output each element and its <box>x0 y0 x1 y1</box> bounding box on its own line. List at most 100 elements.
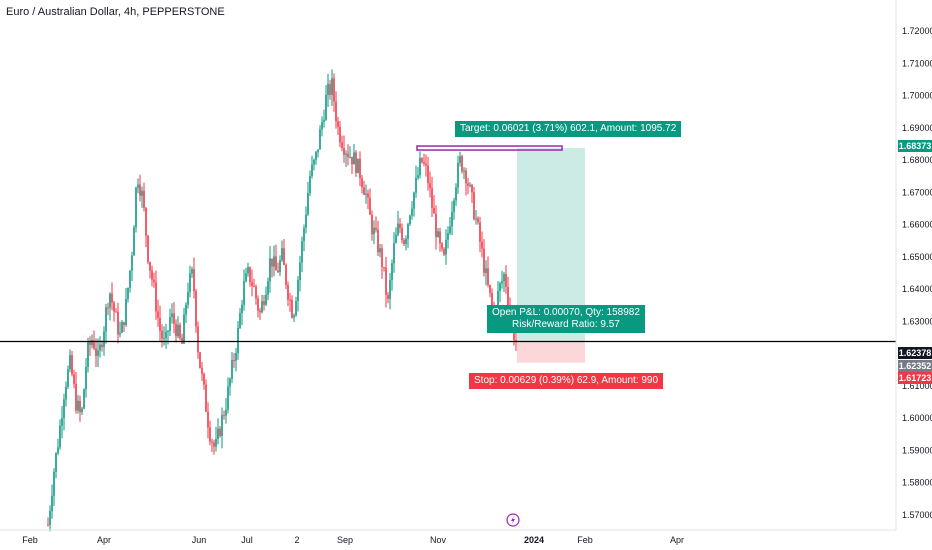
price-tick-label: 1.68000 <box>902 155 932 165</box>
candle-body <box>437 231 439 237</box>
candle-body <box>459 156 461 163</box>
candle-body <box>453 200 455 212</box>
candle-body <box>137 184 139 188</box>
candle-body <box>119 332 121 335</box>
candle-body <box>283 248 285 265</box>
candle-body <box>419 158 421 176</box>
candle-body <box>349 156 351 158</box>
candle-body <box>313 159 315 165</box>
candle-body <box>151 270 153 280</box>
candle-body <box>85 366 87 390</box>
candle-body <box>265 294 267 305</box>
candle-body <box>229 378 231 387</box>
candle-body <box>363 187 365 195</box>
candle-body <box>405 238 407 245</box>
candle-body <box>213 442 215 447</box>
candle-body <box>361 178 363 188</box>
candle-body <box>191 269 193 274</box>
candle-body <box>177 324 179 337</box>
pnl-line-1: Open P&L: 0.00070, Qty: 158982 <box>492 307 640 318</box>
candle-body <box>215 439 217 447</box>
candle-body <box>249 267 251 283</box>
candle-body <box>109 293 111 308</box>
candle-body <box>423 162 425 164</box>
candle-body <box>195 291 197 327</box>
candle-body <box>457 162 459 188</box>
target-label[interactable]: Target: 0.06021 (3.71%) 602.1, Amount: 1… <box>455 121 682 137</box>
candle-body <box>161 330 163 339</box>
candle-body <box>67 369 69 387</box>
candle-body <box>145 207 147 236</box>
price-tick-label: 1.64000 <box>902 284 932 294</box>
candle-body <box>243 281 245 305</box>
time-tick-label: Feb <box>22 535 38 545</box>
candle-body <box>295 300 297 316</box>
candle-body <box>157 311 159 318</box>
candle-body <box>351 156 353 165</box>
candle-body <box>159 317 161 331</box>
candle-body <box>55 453 57 472</box>
candle-body <box>57 447 59 454</box>
candle-body <box>271 258 273 267</box>
candle-body <box>141 190 143 196</box>
price-tick-label: 1.67000 <box>902 187 932 197</box>
candle-body <box>289 299 291 301</box>
candle-body <box>73 374 75 384</box>
candle-body <box>341 142 343 149</box>
candle-body <box>65 386 67 400</box>
time-axis: Feb Apr Jun Jul 2 Sep Nov 2024 Feb Apr <box>0 529 896 545</box>
candle-body <box>393 242 395 264</box>
candle-body <box>281 248 283 261</box>
candle-body <box>181 337 183 344</box>
candle-body <box>79 400 81 413</box>
candle-body <box>485 268 487 273</box>
candle-body <box>367 193 369 198</box>
time-tick-label: 2024 <box>524 535 544 545</box>
candle-body <box>199 352 201 368</box>
candle-body <box>205 384 207 412</box>
price-tick-label: 1.63000 <box>902 316 932 326</box>
candle-body <box>501 281 503 284</box>
candle-body <box>107 307 109 309</box>
candle-body <box>117 311 119 335</box>
candle-body <box>403 240 405 245</box>
candle-body <box>377 229 379 253</box>
candle-body <box>443 248 445 255</box>
candle-body <box>375 227 377 230</box>
candle-body <box>279 260 281 273</box>
candle-body <box>507 286 509 309</box>
candle-body <box>331 78 333 95</box>
time-tick-label: Sep <box>337 535 353 545</box>
candle-body <box>233 360 235 362</box>
candle-body <box>299 262 301 281</box>
candle-body <box>293 315 295 318</box>
candle-body <box>497 291 499 312</box>
price-badge: 1.61723 <box>898 372 932 384</box>
candle-body <box>201 367 203 374</box>
candle-body <box>469 184 471 186</box>
pnl-label[interactable]: Open P&L: 0.00070, Qty: 158982 Risk/Rewa… <box>487 305 645 333</box>
price-tick-label: 1.61000 <box>902 381 932 391</box>
price-tick-label: 1.66000 <box>902 220 932 230</box>
candle-body <box>441 243 443 249</box>
time-tick-label: Apr <box>670 535 684 545</box>
stop-label[interactable]: Stop: 0.00629 (0.39%) 62.9, Amount: 990 <box>469 373 664 389</box>
candle-body <box>359 158 361 179</box>
candle-body <box>261 301 263 313</box>
candle-body <box>113 302 115 312</box>
candle-body <box>477 218 479 223</box>
candle-body <box>193 269 195 292</box>
candle-body <box>239 313 241 328</box>
candle-body <box>253 285 255 287</box>
candle-body <box>97 350 99 356</box>
candle-body <box>277 270 279 273</box>
price-tick-label: 1.71000 <box>902 58 932 68</box>
chart-title: Euro / Australian Dollar, 4h, PEPPERSTON… <box>6 6 225 18</box>
candle-body <box>245 273 247 282</box>
candle-body <box>357 158 359 174</box>
candle-body <box>463 170 465 172</box>
candle-body <box>51 495 53 512</box>
candle-body <box>355 152 357 174</box>
candle-body <box>347 153 349 158</box>
